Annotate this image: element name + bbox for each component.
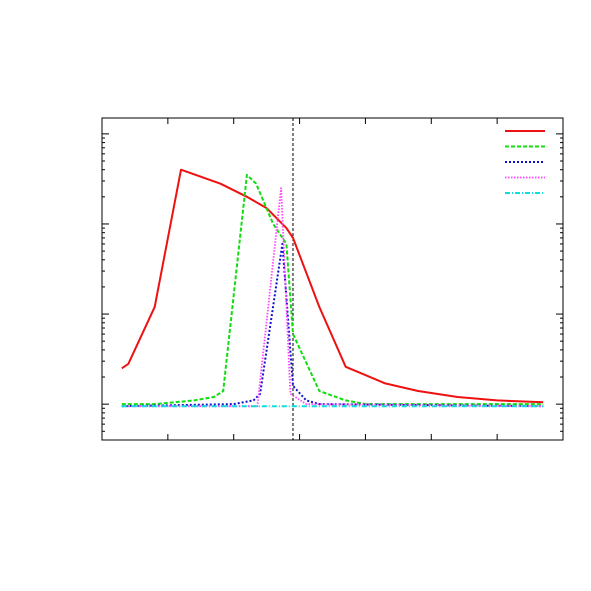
series-line-4 (121, 187, 544, 408)
series-line-1 (121, 168, 544, 404)
plot-lines (121, 168, 544, 408)
series-line-3 (121, 242, 544, 408)
plot-frame (101, 117, 564, 441)
legend (505, 130, 545, 194)
series-line-2 (121, 173, 544, 406)
